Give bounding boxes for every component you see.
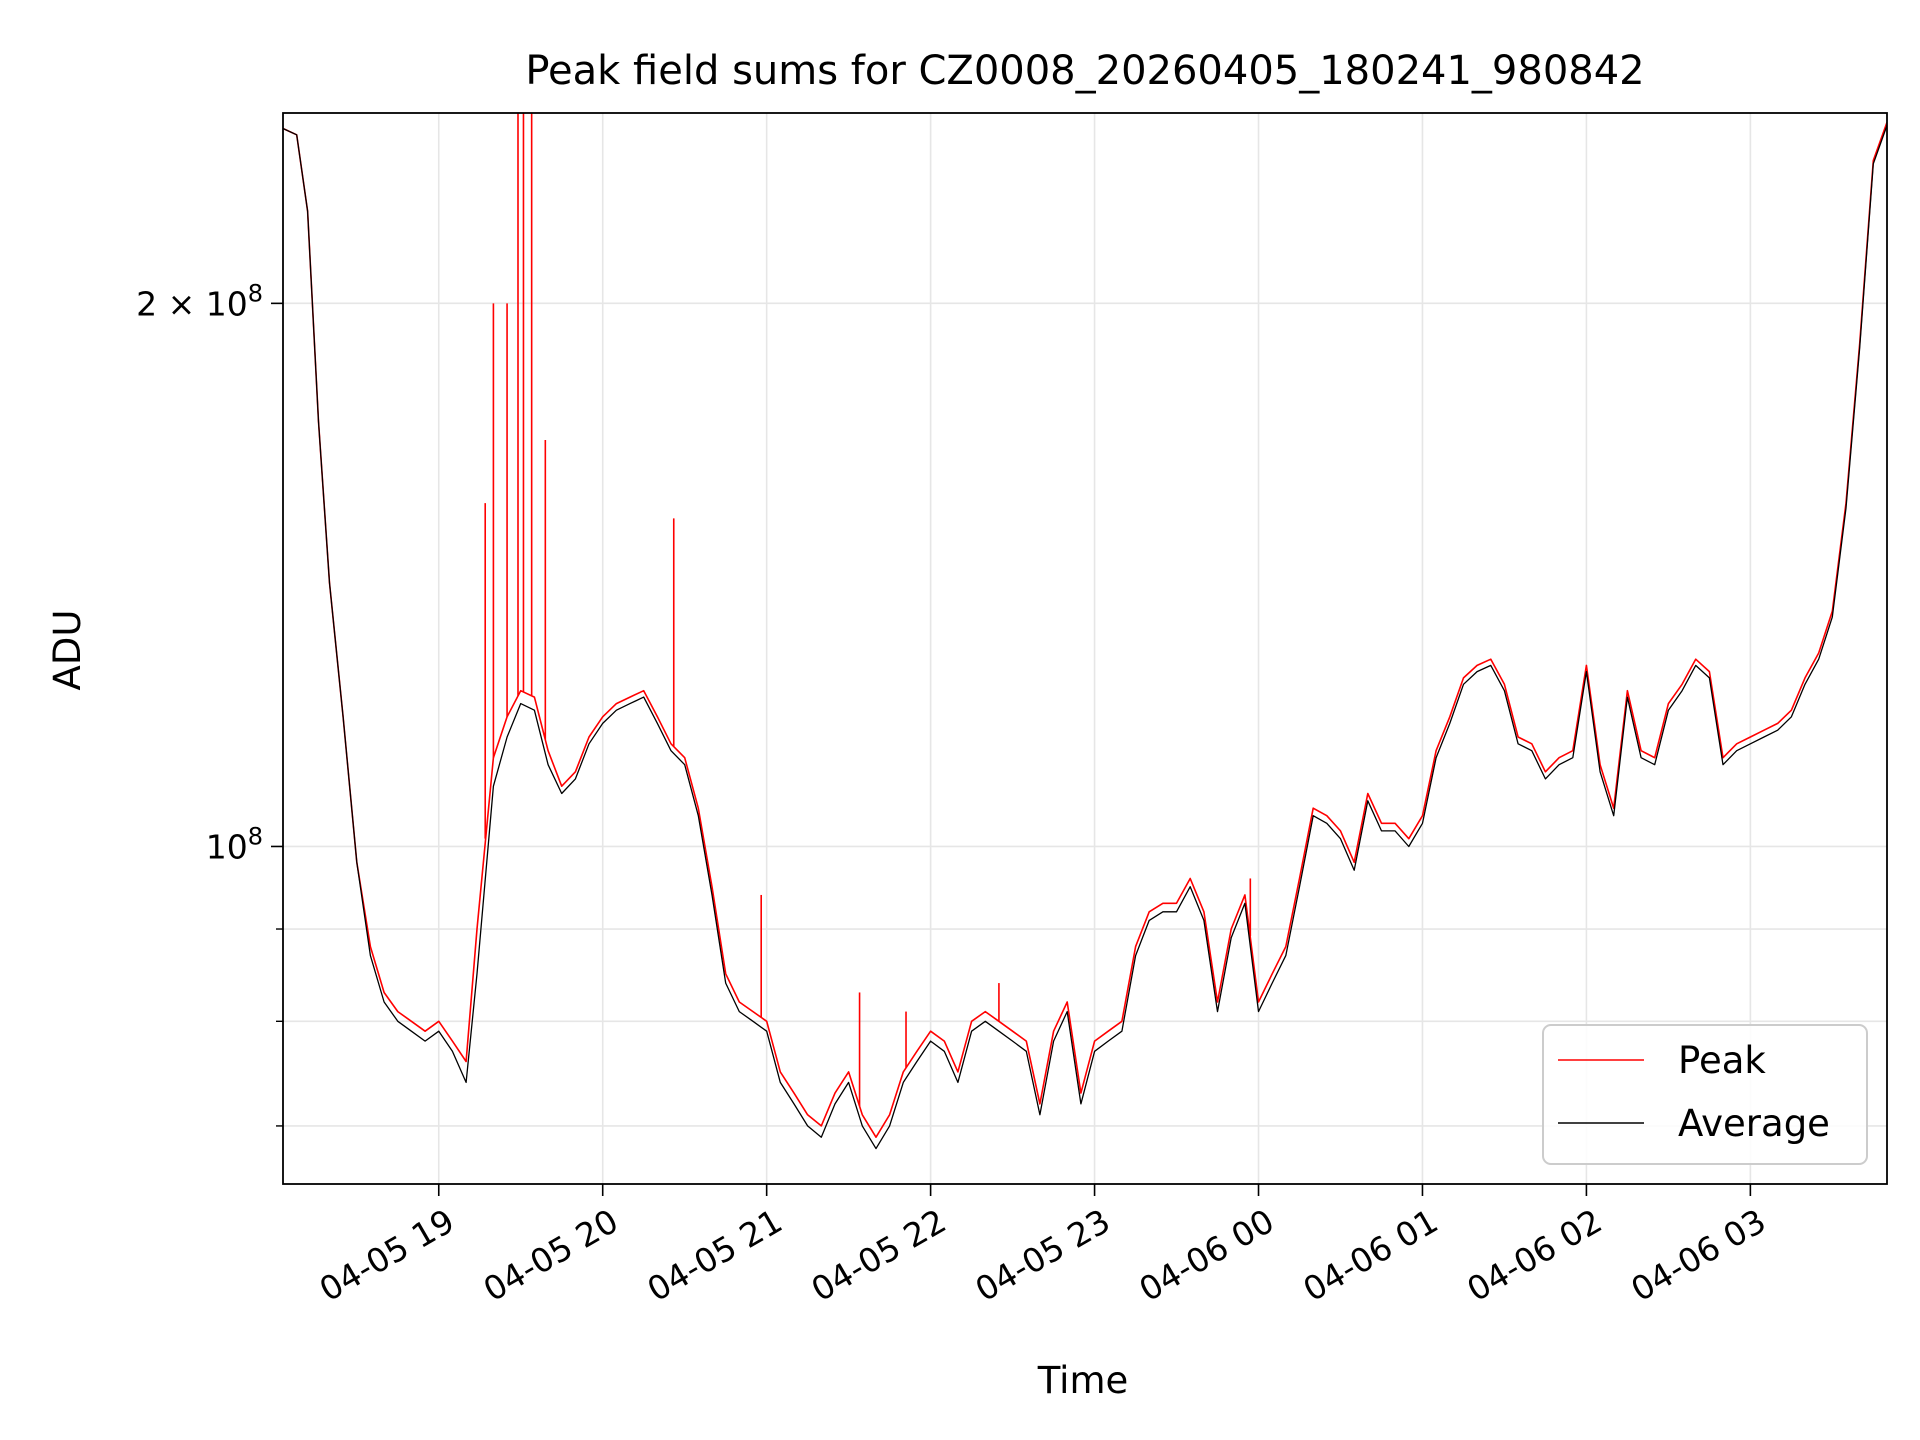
plot-area xyxy=(283,113,1887,1150)
legend: Peak Average xyxy=(1542,1024,1868,1165)
axes-frame xyxy=(282,112,1888,1185)
legend-peak-label: Peak xyxy=(1678,1039,1766,1082)
legend-average-label: Average xyxy=(1678,1102,1830,1145)
y-tick-exponent: 8 xyxy=(248,822,263,850)
y-axis-label: ADU xyxy=(46,610,89,691)
y-tick-label: 2 × 108 xyxy=(136,279,263,323)
chart-title: Peak field sums for CZ0008_20260405_1802… xyxy=(525,48,1644,94)
average-series-line xyxy=(283,125,1887,1150)
y-tick-base: 10 xyxy=(206,827,248,866)
grid xyxy=(283,113,1887,1184)
y-tick-exponent: 8 xyxy=(248,279,263,307)
peak-series-line xyxy=(283,122,1887,1138)
y-tick-label: 108 xyxy=(206,822,263,866)
y-tick-base: 2 × 10 xyxy=(136,284,248,323)
x-axis-label: Time xyxy=(1037,1359,1129,1402)
